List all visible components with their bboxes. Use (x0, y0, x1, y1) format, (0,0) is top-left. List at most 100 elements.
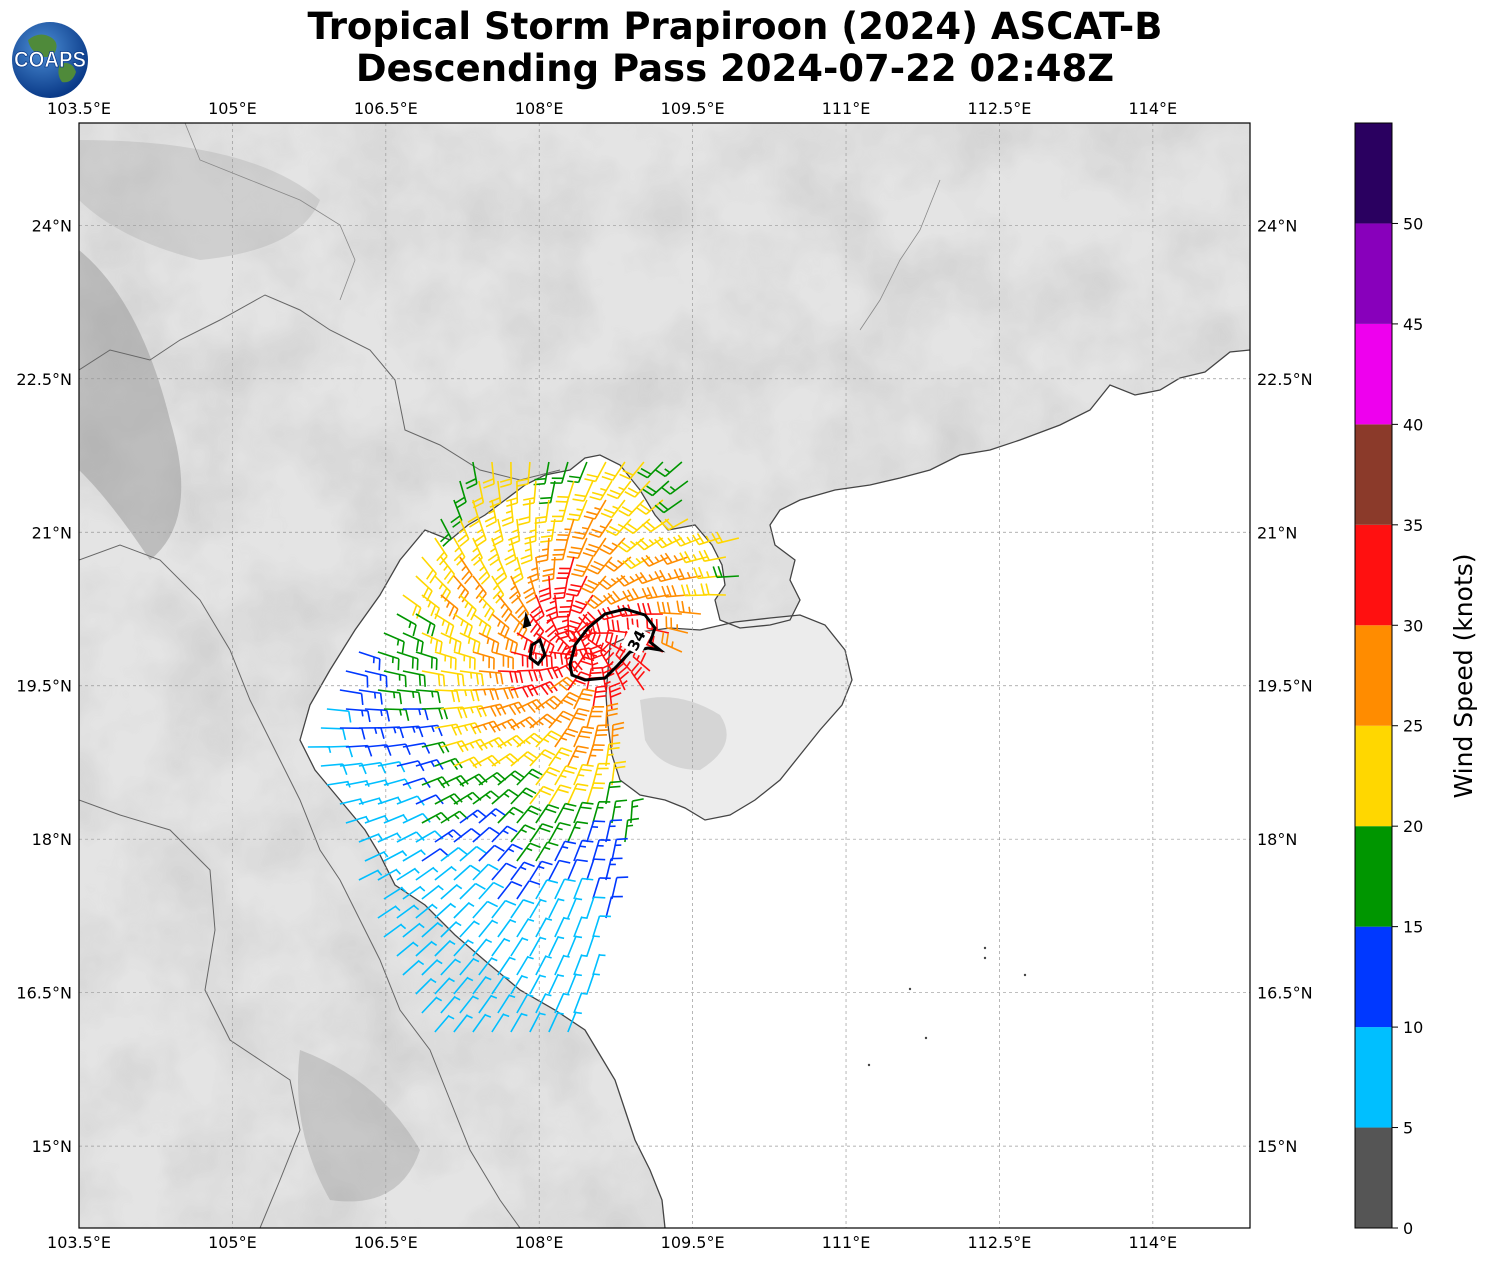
wind-barb (478, 808, 506, 824)
colorbar-segment (1355, 524, 1392, 626)
wind-barb (592, 915, 611, 938)
wind-barb (402, 670, 426, 687)
wind-barb (535, 993, 552, 1014)
wind-barb (383, 670, 407, 688)
wind-barb (478, 956, 498, 976)
wind-barb (640, 554, 670, 567)
logo-text: COAPS (14, 47, 86, 72)
wind-barb (402, 742, 431, 754)
wind-barb (459, 920, 480, 938)
wind-barb (453, 575, 470, 603)
wind-barb (345, 670, 369, 688)
wind-barb (567, 897, 583, 919)
lat-tick-label-left: 16.5°N (16, 984, 72, 1003)
wind-barb (421, 959, 443, 976)
wind-barb (554, 954, 570, 976)
wind-barb (592, 953, 606, 976)
lon-tick-label-bottom: 106.5°E (354, 1233, 418, 1252)
wind-barb (586, 896, 606, 919)
wind-barb (535, 730, 562, 748)
wind-barb (584, 594, 613, 610)
wind-barb (567, 499, 588, 522)
wind-barb (698, 549, 727, 563)
wind-barb (364, 670, 388, 688)
wind-barb (453, 651, 476, 670)
wind-barb (654, 499, 683, 514)
wind-barb (320, 727, 347, 741)
wind-barb (605, 741, 621, 767)
wind-barb (364, 850, 389, 862)
wind-barb (672, 534, 702, 547)
colorbar-tick-label: 45 (1403, 315, 1423, 334)
colorbar-label: Wind Speed (knots) (1449, 553, 1478, 798)
wind-barb (472, 975, 492, 995)
wind-barb (510, 1012, 528, 1033)
wind-barb (421, 741, 450, 754)
colorbar-segment (1355, 323, 1392, 425)
wind-barb (540, 518, 556, 543)
wind-barb (548, 859, 571, 881)
wind-barb (434, 723, 463, 736)
wind-barb (542, 556, 556, 582)
wind-barb (611, 837, 628, 862)
wind-barb (660, 518, 689, 531)
wind-barb (478, 556, 491, 585)
wind-barb (459, 670, 484, 686)
wind-barb (396, 831, 425, 843)
wind-barb (472, 1013, 492, 1033)
wind-barb (567, 1011, 582, 1033)
wind-barb (497, 880, 523, 900)
wind-barb (358, 869, 383, 881)
wind-barb (573, 688, 595, 710)
wind-barb (548, 784, 572, 805)
wind-barb (544, 613, 560, 642)
wind-barb (472, 900, 499, 919)
lon-tick-label-bottom: 108°E (515, 1233, 564, 1252)
colorbar-tick-label: 40 (1403, 415, 1423, 434)
wind-barb (402, 922, 425, 938)
lon-tick-label-top: 103.5°E (47, 99, 111, 118)
wind-barb (548, 710, 574, 729)
wind-barb (601, 461, 626, 482)
wind-barb (482, 461, 495, 489)
wind-barb (459, 809, 488, 824)
wind-barb (491, 788, 519, 805)
colorbar-tick-label: 20 (1403, 817, 1423, 836)
wind-barb (440, 847, 468, 862)
colorbar-tick-label: 25 (1403, 717, 1423, 736)
lat-tick-label-left: 18°N (32, 830, 72, 849)
colorbar-segment (1355, 725, 1392, 827)
lon-tick-label-bottom: 109.5°E (661, 1233, 725, 1252)
wind-barb (573, 954, 588, 976)
wind-barb (569, 594, 594, 614)
mountain-shading-south (298, 1050, 420, 1202)
wind-barb (421, 884, 444, 900)
wind-barb (586, 934, 600, 957)
province-border-east (859, 179, 941, 331)
wind-barb (439, 518, 452, 547)
lat-tick-label-left: 21°N (32, 523, 72, 542)
hainan-highlands (640, 697, 727, 770)
wind-barb (573, 763, 594, 786)
coastline (299, 349, 1250, 1228)
globe-landmass (28, 34, 76, 83)
wind-barb (566, 537, 588, 559)
wind-barb (478, 736, 507, 749)
coaps-logo: COAPS (12, 22, 88, 98)
wind-barb (529, 974, 547, 995)
wind-barb (606, 618, 631, 634)
wind-barb (415, 940, 438, 957)
wind-barb (582, 537, 607, 558)
wind-barb (624, 480, 651, 498)
wind-barb (516, 842, 541, 862)
island-dot (1023, 973, 1027, 977)
wind-barb (415, 977, 437, 995)
wind-barb (554, 691, 581, 710)
wind-barb (478, 994, 498, 1014)
wind-barb (619, 461, 645, 480)
lat-tick-label-right: 24°N (1257, 216, 1297, 235)
wind-barb (491, 862, 517, 881)
wind-barb (605, 857, 623, 881)
wind-barb (345, 708, 371, 723)
wind-barb (415, 613, 436, 637)
